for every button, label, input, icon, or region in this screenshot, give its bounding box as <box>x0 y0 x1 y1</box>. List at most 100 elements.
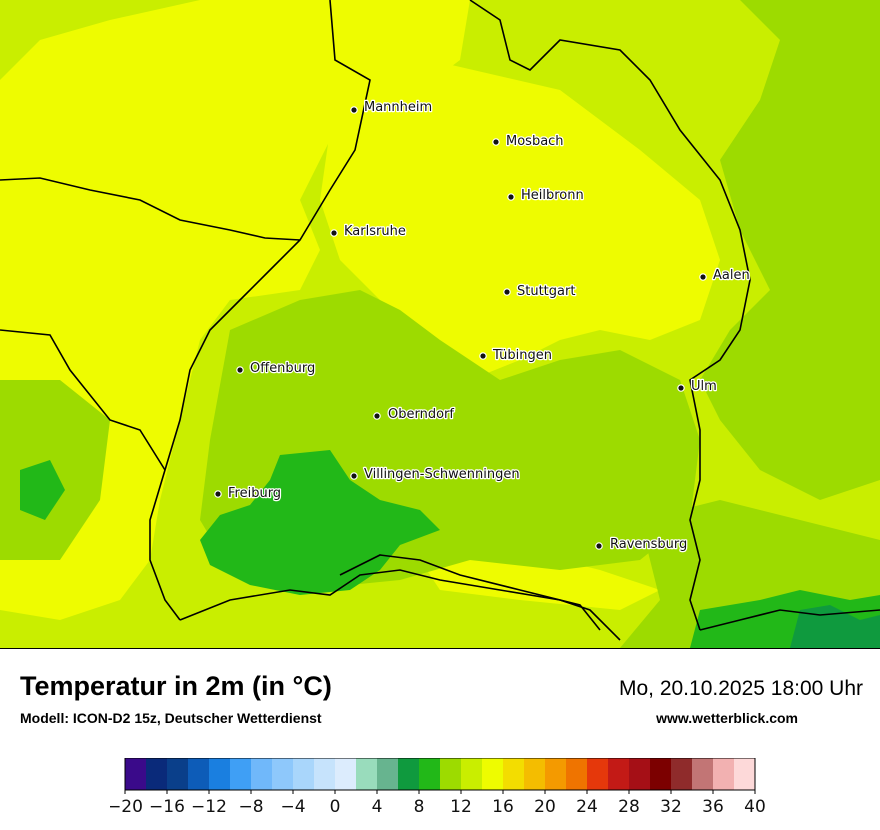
legend-swatch <box>314 758 336 790</box>
city-dot <box>214 490 222 498</box>
city-oberndorf: Oberndorf <box>373 406 456 423</box>
legend-swatch <box>503 758 525 790</box>
city-dot <box>236 366 244 374</box>
border-lines <box>0 0 880 641</box>
model-source: Modell: ICON-D2 15z, Deutscher Wetterdie… <box>20 710 322 726</box>
legend-tick-label: 8 <box>414 797 425 817</box>
legend-swatch <box>482 758 504 790</box>
temperature-zone-darkgreen-schwarzwald <box>200 450 440 595</box>
city-label: Heilbronn <box>521 188 584 203</box>
legend-swatch <box>272 758 294 790</box>
city-dot <box>699 273 707 281</box>
legend-swatch <box>230 758 252 790</box>
legend-tick-label: −4 <box>280 797 305 817</box>
city-karlsruhe: Karlsruhe <box>330 223 407 240</box>
legend-swatch <box>629 758 651 790</box>
legend-tick-label: 0 <box>330 797 341 817</box>
legend-swatch <box>587 758 609 790</box>
temperature-zone-darkgreen-spot <box>790 605 880 648</box>
legend-tick-label: −8 <box>238 797 263 817</box>
city-label: Freiburg <box>228 486 281 501</box>
legend-swatch <box>440 758 462 790</box>
legend-tick-label: −12 <box>191 797 227 817</box>
city-dot <box>503 288 511 296</box>
city-dot <box>492 138 500 146</box>
city-mannheim: Mannheim <box>350 99 433 116</box>
city-label: Ravensburg <box>610 537 687 552</box>
legend-swatch <box>356 758 378 790</box>
legend-ticks: −20 −16 −12 −8 −4 0 4 8 12 16 20 24 28 32 36 40 <box>110 790 766 817</box>
city-ravensburg: Ravensburg <box>595 536 689 553</box>
city-mosbach: Mosbach <box>492 133 565 150</box>
temperature-zone-yellow-rhine <box>0 0 470 620</box>
city-label: Mannheim <box>364 100 432 115</box>
legend-swatch <box>335 758 357 790</box>
city-dot <box>677 384 685 392</box>
legend-swatch <box>209 758 231 790</box>
legend-swatch <box>125 758 147 790</box>
legend-tick-label: −16 <box>149 797 185 817</box>
legend-swatch <box>251 758 273 790</box>
temperature-map: Mannheim Mosbach Heilbronn Karlsruhe Aal… <box>0 0 880 649</box>
legend-swatch <box>608 758 630 790</box>
legend-tick-label: 40 <box>744 797 766 817</box>
legend-tick-label: 4 <box>372 797 383 817</box>
color-legend: −20 −16 −12 −8 −4 0 4 8 12 16 20 24 28 32 36 40 <box>110 758 766 817</box>
legend-tick-label: 36 <box>702 797 724 817</box>
legend-tick-label: 28 <box>618 797 640 817</box>
city-label: Villingen-Schwenningen <box>364 467 520 482</box>
city-offenburg: Offenburg <box>236 360 317 377</box>
city-tuebingen: Tübingen <box>479 347 553 364</box>
city-label: Ulm <box>691 379 717 394</box>
legend-swatch <box>650 758 672 790</box>
city-label: Oberndorf <box>388 407 454 422</box>
legend-swatch <box>146 758 168 790</box>
lake-shore <box>339 554 601 631</box>
legend-swatch <box>167 758 189 790</box>
temperature-zone-yellow-bodensee <box>420 550 660 610</box>
forecast-datetime: Mo, 20.10.2025 18:00 Uhr <box>618 677 863 700</box>
west-border <box>0 329 166 471</box>
legend-tick-label: 32 <box>660 797 682 817</box>
legend-tick-label: 24 <box>576 797 598 817</box>
city-dot <box>479 352 487 360</box>
legend-tick-label: 12 <box>450 797 472 817</box>
legend-swatch <box>188 758 210 790</box>
city-label: Karlsruhe <box>344 224 406 239</box>
city-ulm: Ulm <box>677 378 718 395</box>
austria-border <box>699 609 880 631</box>
legend-swatch <box>734 758 756 790</box>
legend-swatch <box>398 758 420 790</box>
legend-tick-label: 16 <box>492 797 514 817</box>
city-dot <box>595 542 603 550</box>
city-label: Stuttgart <box>517 284 575 299</box>
city-dot <box>373 412 381 420</box>
legend-swatch <box>524 758 546 790</box>
legend-tick-label: −20 <box>110 797 143 817</box>
temperature-zone-lightgreen-east <box>700 0 880 500</box>
legend-swatch <box>461 758 483 790</box>
map-canvas: Mannheim Mosbach Heilbronn Karlsruhe Aal… <box>0 0 880 648</box>
city-label: Tübingen <box>492 348 552 363</box>
france-border <box>0 177 301 241</box>
city-label: Mosbach <box>506 134 564 149</box>
city-heilbronn: Heilbronn <box>507 187 585 204</box>
swiss-border <box>179 569 621 641</box>
legend-swatch <box>293 758 315 790</box>
city-dot <box>330 229 338 237</box>
legend-swatch <box>713 758 735 790</box>
map-title: Temperatur in 2m (in °C) <box>20 671 332 701</box>
legend-swatch <box>545 758 567 790</box>
website-url: www.wetterblick.com <box>656 710 798 726</box>
city-dot <box>507 193 515 201</box>
temperature-zone-darkgreen-west <box>20 460 65 520</box>
city-villingen-schwenningen: Villingen-Schwenningen <box>350 466 521 483</box>
city-freiburg: Freiburg <box>214 485 282 502</box>
city-stuttgart: Stuttgart <box>503 283 577 300</box>
city-dot <box>350 106 358 114</box>
legend-tick-label: 20 <box>534 797 556 817</box>
temperature-zone-yellow-neckar <box>320 60 720 380</box>
legend-swatch <box>566 758 588 790</box>
legend-frame <box>124 758 756 791</box>
legend-swatch <box>671 758 693 790</box>
